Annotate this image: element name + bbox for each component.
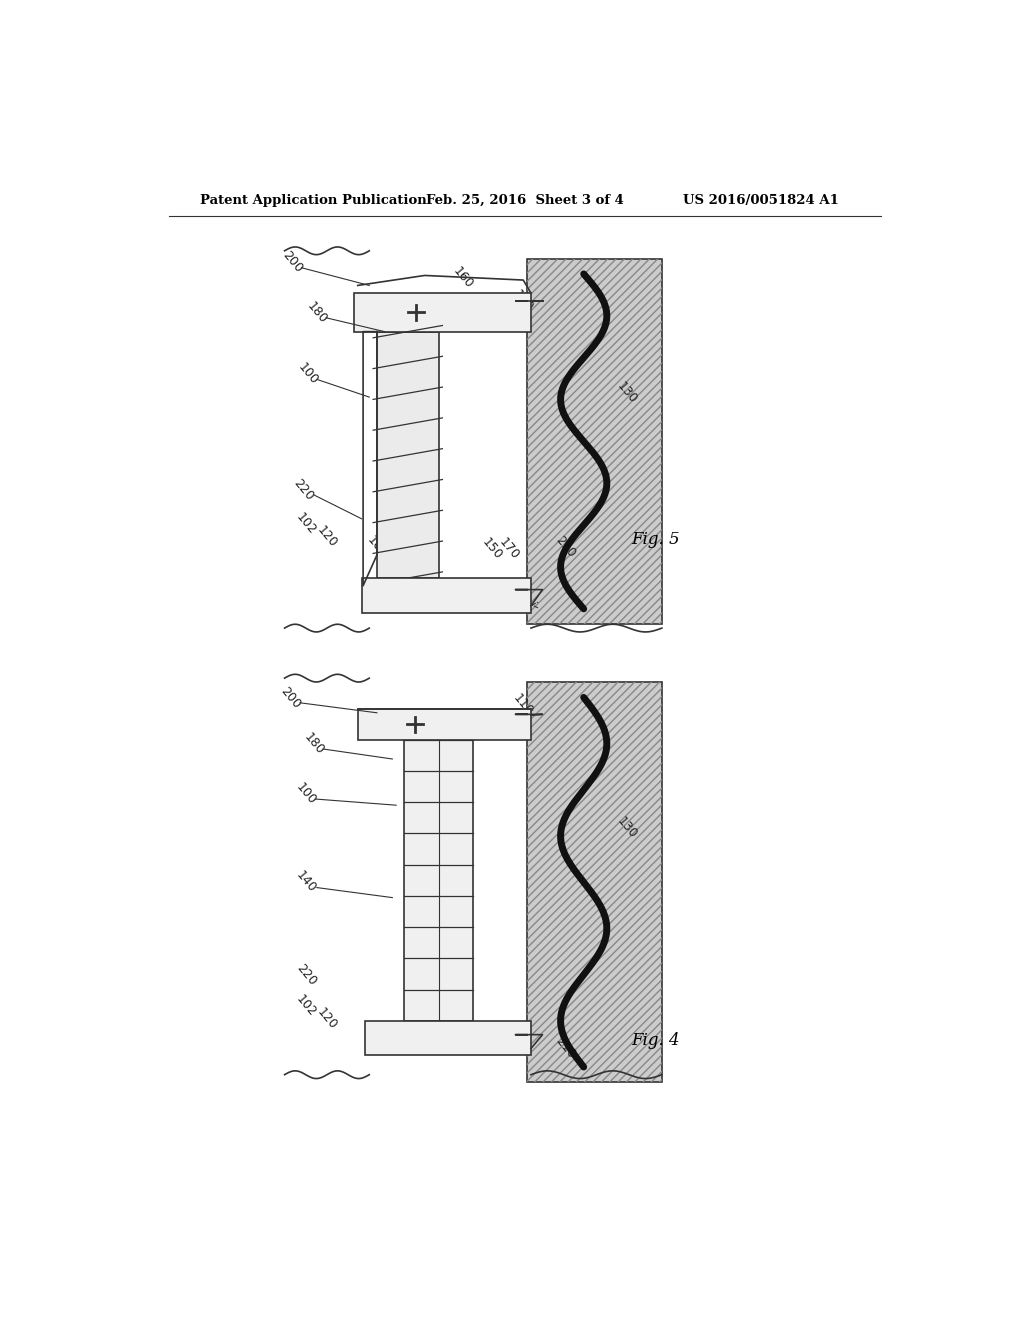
Bar bbox=[527, 259, 662, 624]
Text: 150: 150 bbox=[478, 1022, 504, 1048]
Bar bbox=[527, 682, 662, 1082]
Bar bbox=[377, 331, 438, 578]
Text: 170: 170 bbox=[497, 536, 522, 562]
Text: Fig. 4: Fig. 4 bbox=[631, 1031, 680, 1048]
Text: 170: 170 bbox=[496, 1022, 520, 1048]
Text: 100: 100 bbox=[294, 780, 318, 807]
Bar bbox=[527, 259, 662, 624]
Text: 180: 180 bbox=[304, 300, 330, 326]
Text: 130: 130 bbox=[614, 380, 640, 407]
Text: 160: 160 bbox=[366, 1019, 391, 1045]
Text: 200: 200 bbox=[280, 249, 305, 276]
Text: Fig. 5: Fig. 5 bbox=[631, 531, 680, 548]
Bar bbox=[366, 1020, 531, 1056]
Text: 220: 220 bbox=[291, 477, 316, 503]
Text: 210: 210 bbox=[553, 535, 579, 561]
Text: 160: 160 bbox=[365, 535, 389, 561]
Text: 200: 200 bbox=[279, 684, 303, 710]
Text: 210: 210 bbox=[553, 1035, 579, 1061]
Bar bbox=[361, 578, 531, 612]
Text: 110: 110 bbox=[511, 288, 536, 314]
Text: 130: 130 bbox=[614, 814, 640, 842]
Bar bbox=[357, 709, 531, 739]
Text: 102: 102 bbox=[294, 511, 318, 537]
Text: 160: 160 bbox=[451, 264, 476, 290]
Bar bbox=[527, 682, 662, 1082]
Bar bbox=[354, 293, 531, 331]
Text: US 2016/0051824 A1: US 2016/0051824 A1 bbox=[683, 194, 839, 207]
Text: 102: 102 bbox=[294, 993, 318, 1019]
Text: 150: 150 bbox=[480, 536, 505, 562]
Text: 120: 120 bbox=[314, 524, 340, 550]
Text: 110: 110 bbox=[511, 692, 536, 718]
Text: 220: 220 bbox=[294, 961, 318, 987]
Text: 120: 120 bbox=[314, 1006, 340, 1032]
Text: 140: 140 bbox=[294, 869, 318, 895]
Text: Feb. 25, 2016  Sheet 3 of 4: Feb. 25, 2016 Sheet 3 of 4 bbox=[426, 194, 624, 207]
Text: Patent Application Publication: Patent Application Publication bbox=[200, 194, 427, 207]
Text: 100: 100 bbox=[295, 360, 321, 387]
Text: 180: 180 bbox=[301, 730, 327, 756]
Bar bbox=[403, 739, 473, 1020]
